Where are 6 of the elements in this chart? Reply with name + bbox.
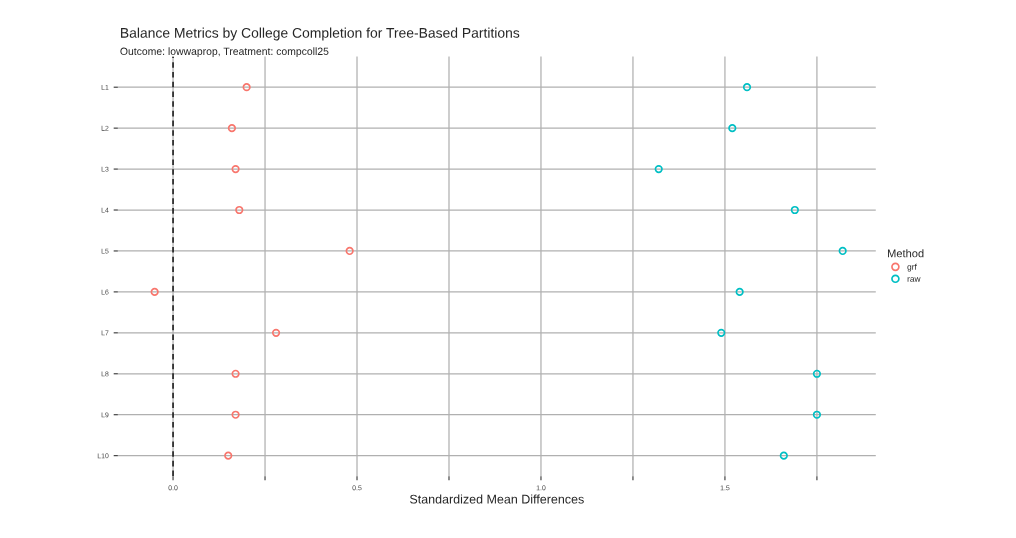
legend-title: Method — [887, 249, 924, 258]
chart-subtitle: Outcome: lowwaprop, Treatment: compcoll25 — [120, 47, 329, 58]
legend-label: grf — [907, 263, 917, 272]
legend-label: raw — [907, 277, 921, 282]
chart-title: Balance Metrics by College Completion for Tree-Based Partitions — [121, 27, 520, 41]
x-axis-title: Standardized Mean Differences — [409, 494, 584, 504]
